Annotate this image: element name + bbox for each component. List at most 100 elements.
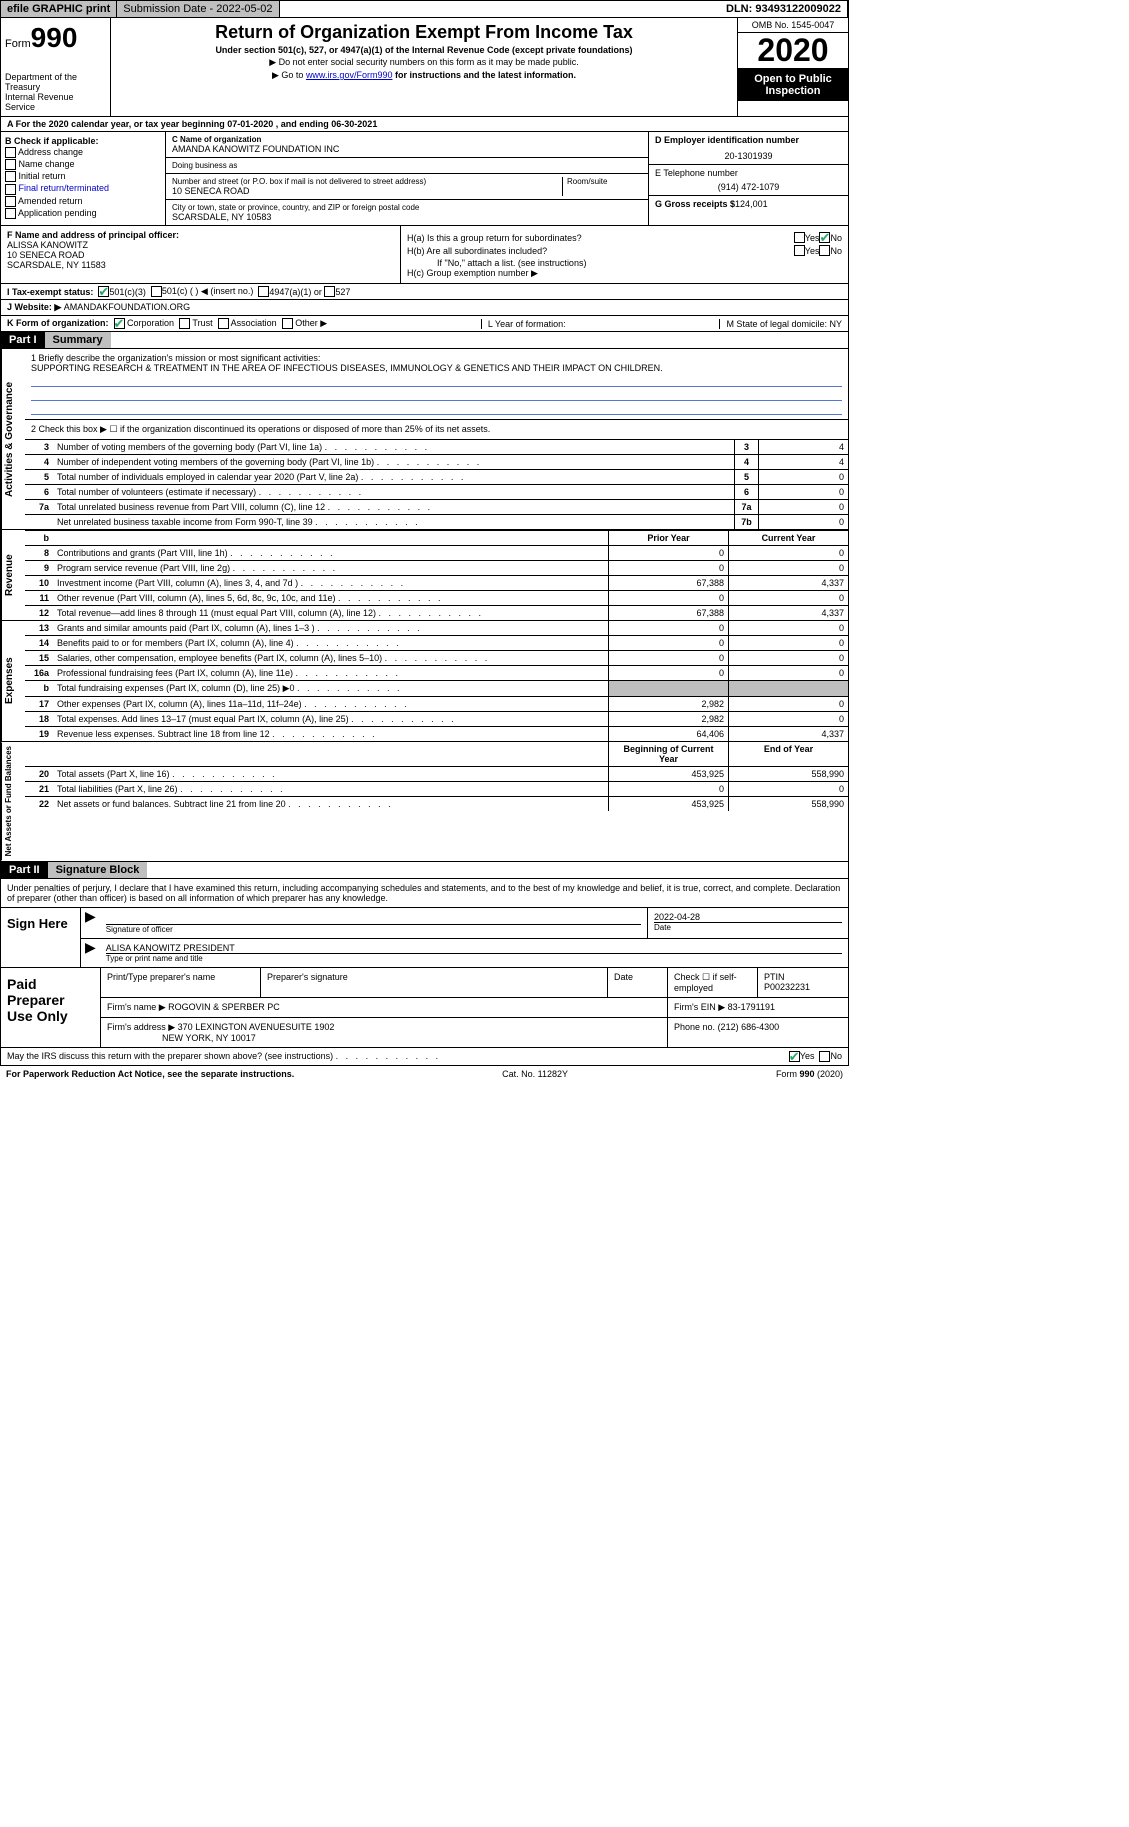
sig-date-label: Date	[654, 922, 842, 932]
summary-netassets: Net Assets or Fund Balances Beginning of…	[0, 742, 849, 861]
phone-label: E Telephone number	[655, 168, 738, 178]
page-footer: For Paperwork Reduction Act Notice, see …	[0, 1066, 849, 1082]
part1-label: Part I	[1, 332, 45, 348]
chk-other[interactable]	[282, 318, 293, 329]
city-label: City or town, state or province, country…	[172, 203, 419, 212]
paid-label: Paid Preparer Use Only	[1, 968, 101, 1047]
arrow-icon: ▶	[81, 939, 100, 967]
hb-no[interactable]	[819, 245, 830, 256]
footer-left: For Paperwork Reduction Act Notice, see …	[6, 1069, 294, 1079]
firm-addr-label: Firm's address ▶	[107, 1022, 175, 1032]
summary-line: 17Other expenses (Part IX, column (A), l…	[25, 697, 848, 712]
sig-name: ALISA KANOWITZ PRESIDENT	[106, 943, 842, 953]
hdr-current-year: Current Year	[728, 531, 848, 545]
ha-no[interactable]	[819, 232, 830, 243]
ptin-value: P00232231	[764, 982, 810, 992]
mission-block: 1 Briefly describe the organization's mi…	[25, 349, 848, 420]
chk-4947[interactable]	[258, 286, 269, 297]
vtab-expenses: Expenses	[1, 621, 25, 741]
chk-501c3[interactable]	[98, 286, 109, 297]
part2-header: Part IISignature Block	[0, 862, 849, 879]
sig-officer-label: Signature of officer	[106, 924, 641, 934]
row-j: J Website: ▶ AMANDAKFOUNDATION.ORG	[0, 300, 849, 316]
header-left: Form990 Department of the Treasury Inter…	[1, 18, 111, 116]
chk-501c[interactable]	[151, 286, 162, 297]
chk-final[interactable]: Final return/terminated	[5, 183, 161, 194]
summary-line: 4Number of independent voting members of…	[25, 455, 848, 470]
header-right: OMB No. 1545-0047 2020 Open to Public In…	[738, 18, 848, 116]
gross-label: G Gross receipts $	[655, 199, 735, 209]
firm-phone-label: Phone no.	[674, 1022, 715, 1032]
submission-date[interactable]: Submission Date - 2022-05-02	[117, 1, 279, 17]
col-b-title: B Check if applicable:	[5, 136, 99, 146]
header: Form990 Department of the Treasury Inter…	[0, 18, 849, 117]
chk-name[interactable]: Name change	[5, 159, 161, 170]
vtab-netassets: Net Assets or Fund Balances	[1, 742, 25, 860]
summary-line: 20Total assets (Part X, line 16)453,9255…	[25, 767, 848, 782]
prep-self-hdr: Check ☐ if self-employed	[668, 968, 758, 997]
hb-label: H(b) Are all subordinates included?	[407, 246, 794, 256]
dln: DLN: 93493122009022	[720, 1, 848, 17]
summary-line: 3Number of voting members of the governi…	[25, 440, 848, 455]
firm-phone: (212) 686-4300	[718, 1022, 780, 1032]
summary-line: 9Program service revenue (Part VIII, lin…	[25, 561, 848, 576]
chk-corp[interactable]	[114, 318, 125, 329]
form-org-label: K Form of organization:	[7, 318, 109, 328]
col-c: C Name of organization AMANDA KANOWITZ F…	[166, 132, 648, 225]
hb-note: If "No," attach a list. (see instruction…	[407, 258, 842, 268]
vtab-revenue: Revenue	[1, 530, 25, 620]
tax-status-label: I Tax-exempt status:	[7, 287, 93, 297]
note-2: ▶ Go to www.irs.gov/Form990 for instruct…	[119, 70, 729, 81]
summary-line: 10Investment income (Part VIII, column (…	[25, 576, 848, 591]
summary-expenses: Expenses 13Grants and similar amounts pa…	[0, 621, 849, 742]
part1-title: Summary	[45, 332, 111, 348]
inspection-label: Open to Public Inspection	[738, 69, 848, 101]
firm-label: Firm's name ▶	[107, 1002, 166, 1012]
line-2: 2 Check this box ▶ ☐ if the organization…	[25, 420, 848, 440]
summary-line: 8Contributions and grants (Part VIII, li…	[25, 546, 848, 561]
website-value: AMANDAKFOUNDATION.ORG	[64, 302, 190, 312]
firm-name: ROGOVIN & SPERBER PC	[168, 1002, 280, 1012]
ptin-hdr: PTIN	[764, 972, 785, 982]
year-formation: L Year of formation:	[481, 319, 566, 329]
chk-trust[interactable]	[179, 318, 190, 329]
discuss-yes[interactable]	[789, 1051, 800, 1062]
dba-label: Doing business as	[172, 161, 237, 170]
omb-number: OMB No. 1545-0047	[738, 18, 848, 33]
chk-initial[interactable]: Initial return	[5, 171, 161, 182]
header-mid: Return of Organization Exempt From Incom…	[111, 18, 738, 116]
form-label: Form	[5, 38, 31, 50]
chk-amended[interactable]: Amended return	[5, 196, 161, 207]
state-domicile: M State of legal domicile: NY	[719, 319, 842, 329]
line-a: A For the 2020 calendar year, or tax yea…	[0, 117, 849, 132]
chk-assoc[interactable]	[218, 318, 229, 329]
prep-name-hdr: Print/Type preparer's name	[101, 968, 261, 997]
sig-name-label: Type or print name and title	[106, 953, 842, 963]
summary-line: 6Total number of volunteers (estimate if…	[25, 485, 848, 500]
addr-label: Number and street (or P.O. box if mail i…	[172, 177, 562, 186]
hb-yes[interactable]	[794, 245, 805, 256]
hdr-prior-year: Prior Year	[608, 531, 728, 545]
chk-527[interactable]	[324, 286, 335, 297]
summary-line: 19Revenue less expenses. Subtract line 1…	[25, 727, 848, 741]
chk-address[interactable]: Address change	[5, 147, 161, 158]
summary-revenue: Revenue b Prior Year Current Year 8Contr…	[0, 530, 849, 621]
summary-line: 15Salaries, other compensation, employee…	[25, 651, 848, 666]
phone-value: (914) 472-1079	[655, 182, 842, 192]
discuss-no[interactable]	[819, 1051, 830, 1062]
irs-link[interactable]: www.irs.gov/Form990	[306, 70, 393, 80]
chk-pending[interactable]: Application pending	[5, 208, 161, 219]
efile-button[interactable]: efile GRAPHIC print	[1, 1, 117, 17]
summary-line: 14Benefits paid to or for members (Part …	[25, 636, 848, 651]
mission-text: SUPPORTING RESEARCH & TREATMENT IN THE A…	[31, 363, 842, 373]
tax-year: 2020	[738, 33, 848, 69]
sig-declaration: Under penalties of perjury, I declare th…	[1, 879, 848, 908]
room-label: Room/suite	[562, 177, 642, 196]
website-label: J Website: ▶	[7, 302, 64, 312]
officer-city: SCARSDALE, NY 11583	[7, 260, 106, 270]
vtab-governance: Activities & Governance	[1, 349, 25, 529]
street-address: 10 SENECA ROAD	[172, 186, 562, 196]
ha-yes[interactable]	[794, 232, 805, 243]
officer-label: F Name and address of principal officer:	[7, 230, 179, 240]
prep-date-hdr: Date	[608, 968, 668, 997]
